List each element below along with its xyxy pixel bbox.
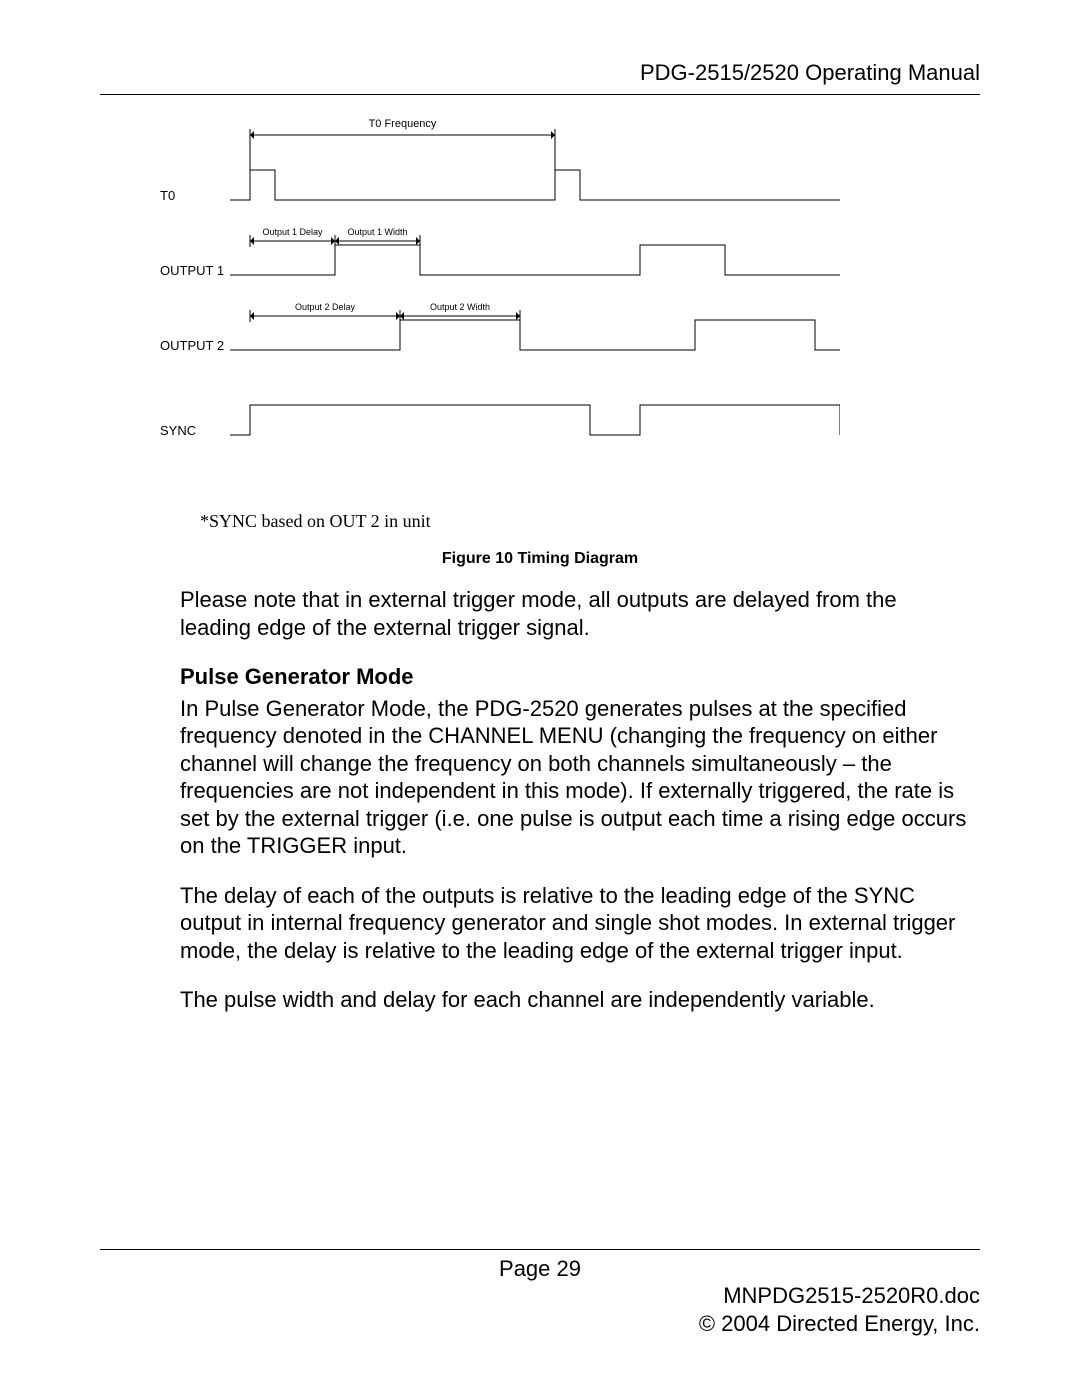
sync-note: *SYNC based on OUT 2 in unit <box>200 511 980 532</box>
svg-text:T0: T0 <box>160 188 175 203</box>
timing-diagram-svg: T0 OUTPUT 1 OUTPUT 2 SYNC T0 Frequency Output… <box>140 105 840 505</box>
document-page: PDG-2515/2520 Operating Manual T0 OUTPUT … <box>0 0 1080 1397</box>
footer-copyright: © 2004 Directed Energy, Inc. <box>100 1310 980 1338</box>
svg-text:T0 Frequency: T0 Frequency <box>369 118 437 130</box>
svg-text:Output 2 Width: Output 2 Width <box>430 302 490 312</box>
svg-text:Output 1 Width: Output 1 Width <box>347 227 407 237</box>
footer-rule <box>100 1249 980 1250</box>
svg-text:SYNC: SYNC <box>160 423 196 438</box>
body-text: Please note that in external trigger mod… <box>180 586 970 1014</box>
footer-page-number: Page 29 <box>100 1256 980 1282</box>
svg-text:OUTPUT 1: OUTPUT 1 <box>160 263 224 278</box>
timing-diagram: T0 OUTPUT 1 OUTPUT 2 SYNC T0 Frequency Output… <box>140 105 980 532</box>
paragraph-1: Please note that in external trigger mod… <box>180 586 970 641</box>
page-footer: Page 29 MNPDG2515-2520R0.doc © 2004 Dire… <box>100 1249 980 1337</box>
svg-text:OUTPUT 2: OUTPUT 2 <box>160 338 224 353</box>
footer-doc-id: MNPDG2515-2520R0.doc <box>100 1282 980 1310</box>
svg-text:Output 2 Delay: Output 2 Delay <box>295 302 356 312</box>
paragraph-3: The delay of each of the outputs is rela… <box>180 882 970 965</box>
svg-text:Output 1 Delay: Output 1 Delay <box>262 227 323 237</box>
paragraph-2: In Pulse Generator Mode, the PDG-2520 ge… <box>180 695 970 860</box>
figure-caption: Figure 10 Timing Diagram <box>100 550 980 568</box>
paragraph-4: The pulse width and delay for each chann… <box>180 986 970 1014</box>
header-rule <box>100 94 980 95</box>
page-header: PDG-2515/2520 Operating Manual <box>100 60 980 86</box>
section-title: Pulse Generator Mode <box>180 663 970 691</box>
